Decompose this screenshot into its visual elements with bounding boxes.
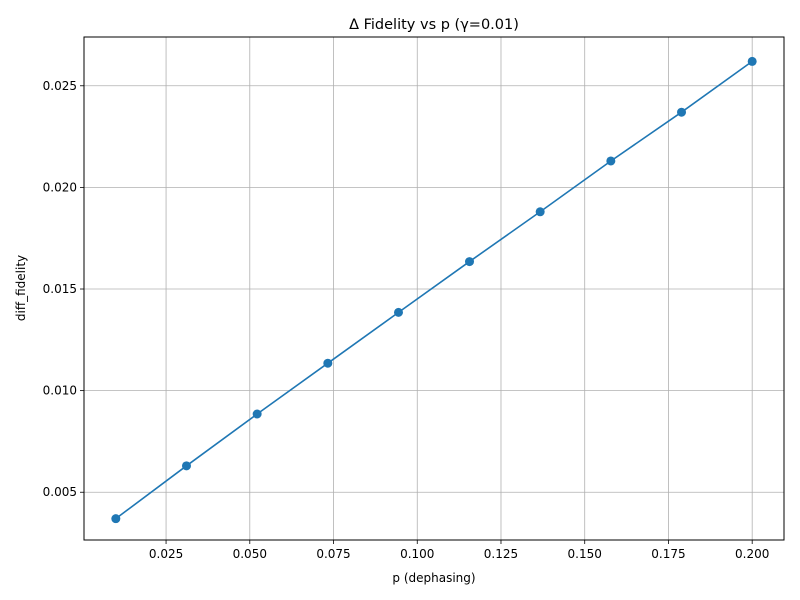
data-point <box>323 358 333 368</box>
y-tick-label: 0.005 <box>43 485 77 499</box>
data-point <box>181 461 191 471</box>
series-line <box>115 60 753 520</box>
data-point <box>535 207 545 217</box>
grid-lines <box>84 37 784 540</box>
data-point <box>606 156 616 166</box>
x-tick-label: 0.150 <box>568 547 602 561</box>
data-point <box>465 257 475 267</box>
data-point <box>747 56 757 66</box>
y-tick-label: 0.010 <box>43 384 77 398</box>
x-tick-label: 0.050 <box>233 547 267 561</box>
x-tick-label: 0.200 <box>735 547 769 561</box>
plot-frame <box>83 36 785 541</box>
x-tick-label: 0.025 <box>149 547 183 561</box>
x-tick-label: 0.125 <box>484 547 518 561</box>
y-axis-label: diff_fidelity <box>14 255 28 321</box>
chart-title: Δ Fidelity vs p (γ=0.01) <box>349 17 519 33</box>
y-tick-label: 0.020 <box>43 180 77 194</box>
series-layer <box>111 56 757 524</box>
data-point <box>677 107 687 117</box>
x-axis-label: p (dephasing) <box>392 571 475 585</box>
axis-ticks: 0.025 0.050 0.075 0.100 0.125 0.150 0.175 0.200… <box>43 79 770 561</box>
data-point <box>111 514 121 524</box>
y-tick-label: 0.025 <box>43 79 77 93</box>
data-point <box>252 409 262 419</box>
y-tick-label: 0.015 <box>43 282 77 296</box>
x-tick-label: 0.100 <box>400 547 434 561</box>
x-tick-label: 0.175 <box>651 547 685 561</box>
data-point <box>393 307 403 317</box>
x-tick-label: 0.075 <box>316 547 350 561</box>
